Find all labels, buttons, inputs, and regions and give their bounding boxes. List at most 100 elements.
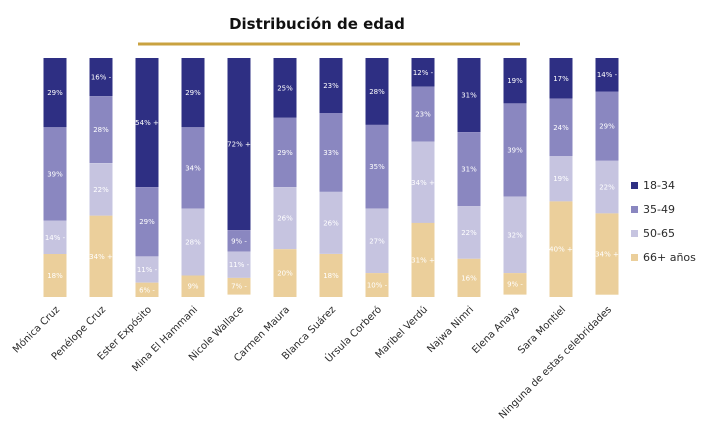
data-label: 26% [323,219,339,227]
legend-label: 50-65 [643,227,675,240]
data-label: 34% + [89,253,113,261]
data-label: 17% [553,75,569,83]
category-label: Mónica Cruz [10,304,62,356]
bar-segment [319,254,343,297]
bar-segment [43,220,67,254]
bar-segment [43,58,67,128]
bar-segment [181,275,205,297]
bar-segment [135,282,159,297]
data-label: 35% [369,163,385,171]
category-label: Elena Anaya [470,304,522,356]
data-label: 18% [323,272,339,280]
data-label: 22% [93,186,109,194]
bar-segment [89,215,113,297]
bar-segment [503,103,527,197]
data-label: 18% [47,272,63,280]
bar-segment [89,58,113,97]
bar-segment [135,187,159,257]
bar-segment [319,191,343,254]
bar-segment [595,160,619,214]
bar-segment [227,251,251,278]
data-label: 54% + [135,119,159,127]
data-label: 14% - [45,234,66,242]
data-label: 28% [369,88,385,96]
legend-label: 66+ años [643,251,696,264]
bar-segment [135,256,159,283]
data-label: 11% - [229,261,250,269]
legend-label: 18-34 [643,179,675,192]
data-label: 9% - [231,237,247,245]
bar-segment [411,222,435,297]
bar-segment [595,58,619,92]
data-label: 20% [277,270,293,278]
bar-segment [595,91,619,161]
data-label: 32% [507,231,523,239]
bar-segment [365,208,389,274]
data-label: 23% [323,82,339,90]
data-label: 27% [369,237,385,245]
data-label: 25% [277,84,293,92]
bar-segment [411,86,435,142]
data-label: 19% [553,175,569,183]
data-label: 72% + [227,141,251,149]
bar-segment [503,196,527,274]
data-label: 33% [323,149,339,157]
data-label: 23% [415,111,431,119]
bar-segment [273,187,297,250]
bar-segment [503,273,527,295]
data-label: 22% [599,184,615,192]
bar-segment [43,254,67,297]
legend-label: 35-49 [643,203,675,216]
data-label: 19% [507,77,523,85]
data-label: 28% [185,239,201,247]
bar-segment [273,58,297,118]
bar-segment [181,127,205,209]
data-label: 31% [461,166,477,174]
bar-segment [411,58,435,87]
data-label: 9% - [507,280,523,288]
data-label: 28% [93,126,109,134]
data-label: 12% - [413,69,434,77]
data-label: 22% [461,229,477,237]
bar-segment [319,113,343,192]
legend: 18-34 35-49 50-65 66+ años [631,179,696,264]
bar-segment [503,58,527,104]
data-label: 11% - [137,266,158,274]
data-label: 34% [185,164,201,172]
data-label: 31% [461,92,477,100]
bar-segment [273,249,297,297]
bar-segment [89,96,113,164]
data-label: 29% [47,89,63,97]
data-label: 6% - [139,286,155,294]
bar-segment [181,58,205,128]
data-label: 9% [187,283,198,291]
bar-segment [135,58,159,188]
data-label: 34% + [595,251,619,259]
bar-segment [457,206,481,259]
bar-segment [227,58,251,231]
bar-segment [457,258,481,297]
bar-segment [273,117,297,188]
data-label: 26% [277,215,293,223]
bars-group: 29% 39% 14% - 18% 16% - 28% 22% 34% + 54% + 29% 11… [43,58,619,297]
legend-swatch [631,182,638,189]
data-label: 14% - [597,71,618,79]
bar-segment [549,156,573,202]
bar-segment [457,132,481,207]
data-label: 29% [599,123,615,131]
bar-segment [457,58,481,133]
bar-segment [549,201,573,297]
data-label: 29% [139,218,155,226]
data-label: 39% [507,147,523,155]
bar-segment [43,127,67,221]
bar-segment [365,58,389,125]
legend-swatch [631,254,638,261]
category-label: Sara Montiel [516,304,568,356]
data-label: 24% [553,124,569,132]
bar-segment [411,141,435,223]
bar-segment [181,208,205,276]
bar-segment [365,124,389,209]
bar-segment [319,58,343,113]
